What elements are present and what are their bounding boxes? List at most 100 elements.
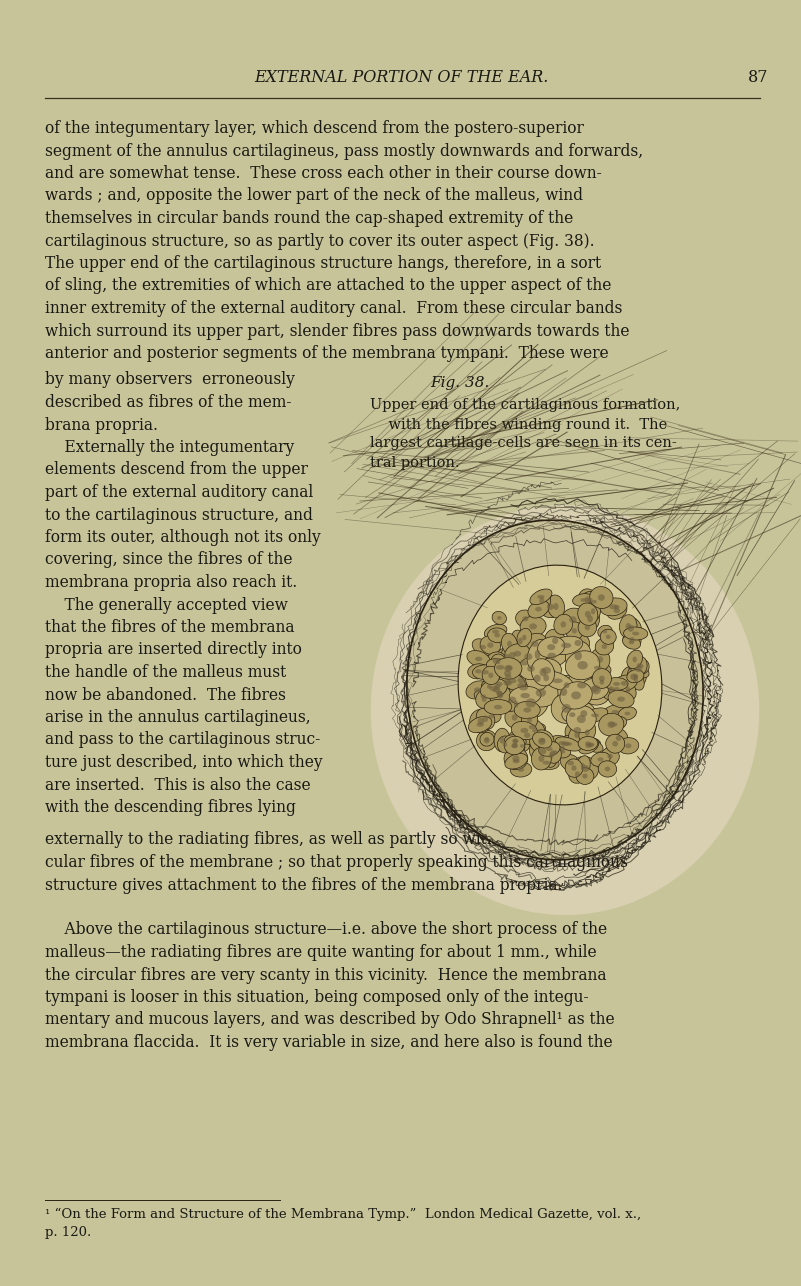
- Ellipse shape: [587, 598, 593, 603]
- Ellipse shape: [594, 674, 610, 691]
- Ellipse shape: [544, 743, 558, 768]
- Ellipse shape: [598, 757, 603, 761]
- Ellipse shape: [574, 640, 582, 646]
- Ellipse shape: [504, 747, 528, 769]
- Ellipse shape: [499, 688, 525, 711]
- Ellipse shape: [606, 734, 625, 754]
- Ellipse shape: [504, 665, 513, 671]
- Ellipse shape: [491, 655, 505, 670]
- Ellipse shape: [591, 752, 610, 766]
- Ellipse shape: [627, 651, 642, 669]
- Ellipse shape: [480, 635, 501, 655]
- Ellipse shape: [575, 756, 590, 777]
- Ellipse shape: [477, 730, 497, 751]
- Text: with the fibres winding round it.  The: with the fibres winding round it. The: [370, 418, 667, 432]
- Ellipse shape: [514, 701, 540, 719]
- Ellipse shape: [566, 674, 598, 697]
- Ellipse shape: [473, 665, 497, 679]
- Ellipse shape: [623, 628, 648, 640]
- Ellipse shape: [581, 675, 612, 705]
- Ellipse shape: [560, 682, 592, 709]
- Text: tral portion.: tral portion.: [370, 455, 460, 469]
- Ellipse shape: [574, 652, 582, 660]
- Ellipse shape: [582, 738, 601, 752]
- Ellipse shape: [608, 691, 634, 707]
- Ellipse shape: [610, 729, 628, 747]
- Text: are inserted.  This is also the case: are inserted. This is also the case: [45, 777, 311, 793]
- Text: ture just described, into which they: ture just described, into which they: [45, 754, 323, 772]
- Text: described as fibres of the mem-: described as fibres of the mem-: [45, 394, 292, 412]
- Ellipse shape: [485, 624, 507, 639]
- Ellipse shape: [512, 743, 517, 748]
- Ellipse shape: [538, 595, 562, 617]
- Text: p. 120.: p. 120.: [45, 1226, 91, 1238]
- Ellipse shape: [622, 635, 641, 649]
- Ellipse shape: [472, 639, 493, 656]
- Ellipse shape: [601, 679, 622, 700]
- Ellipse shape: [521, 718, 545, 737]
- Ellipse shape: [608, 687, 614, 693]
- Ellipse shape: [581, 592, 599, 608]
- Text: covering, since the fibres of the: covering, since the fibres of the: [45, 552, 292, 568]
- Ellipse shape: [523, 707, 531, 712]
- Ellipse shape: [566, 642, 591, 670]
- Ellipse shape: [542, 667, 551, 674]
- Ellipse shape: [621, 617, 642, 639]
- Text: externally to the radiating fibres, as well as partly so with the cir-: externally to the radiating fibres, as w…: [45, 832, 557, 849]
- Ellipse shape: [496, 682, 503, 687]
- Ellipse shape: [579, 723, 596, 743]
- Ellipse shape: [537, 595, 545, 599]
- Ellipse shape: [574, 732, 579, 738]
- Ellipse shape: [577, 682, 586, 688]
- Ellipse shape: [580, 710, 587, 718]
- Ellipse shape: [545, 743, 562, 764]
- Ellipse shape: [630, 637, 635, 642]
- Ellipse shape: [508, 676, 534, 694]
- Ellipse shape: [481, 697, 487, 702]
- Ellipse shape: [529, 589, 552, 604]
- Ellipse shape: [525, 698, 536, 707]
- Ellipse shape: [600, 598, 627, 616]
- Text: part of the external auditory canal: part of the external auditory canal: [45, 484, 313, 502]
- Ellipse shape: [582, 774, 588, 778]
- Text: tympani is looser in this situation, being composed only of the integu-: tympani is looser in this situation, bei…: [45, 989, 589, 1006]
- Ellipse shape: [629, 662, 649, 678]
- Text: of the integumentary layer, which descend from the postero-superior: of the integumentary layer, which descen…: [45, 120, 584, 138]
- Ellipse shape: [524, 653, 533, 660]
- Ellipse shape: [510, 763, 532, 777]
- Ellipse shape: [506, 680, 512, 685]
- Ellipse shape: [525, 666, 549, 691]
- Ellipse shape: [483, 715, 488, 721]
- Ellipse shape: [614, 608, 620, 613]
- Ellipse shape: [531, 658, 554, 685]
- Ellipse shape: [581, 607, 600, 630]
- Ellipse shape: [531, 640, 538, 647]
- Ellipse shape: [623, 631, 641, 648]
- Ellipse shape: [581, 763, 585, 769]
- Ellipse shape: [407, 520, 703, 860]
- Ellipse shape: [578, 661, 588, 670]
- Ellipse shape: [551, 679, 576, 705]
- Ellipse shape: [479, 646, 486, 649]
- Ellipse shape: [598, 714, 624, 736]
- Ellipse shape: [598, 656, 603, 662]
- Ellipse shape: [515, 739, 529, 752]
- Ellipse shape: [469, 716, 492, 733]
- Ellipse shape: [474, 687, 481, 692]
- Ellipse shape: [585, 660, 611, 675]
- Ellipse shape: [516, 610, 535, 628]
- Ellipse shape: [535, 607, 541, 612]
- Ellipse shape: [498, 660, 521, 676]
- Ellipse shape: [585, 611, 591, 617]
- Ellipse shape: [505, 644, 530, 664]
- Ellipse shape: [549, 752, 553, 759]
- Ellipse shape: [566, 706, 596, 733]
- Text: Externally the integumentary: Externally the integumentary: [45, 439, 294, 457]
- Ellipse shape: [497, 616, 501, 620]
- Ellipse shape: [476, 691, 493, 709]
- Ellipse shape: [494, 633, 500, 638]
- Ellipse shape: [560, 688, 567, 696]
- Ellipse shape: [557, 675, 577, 696]
- Ellipse shape: [494, 657, 522, 679]
- Text: form its outer, although not its only: form its outer, although not its only: [45, 529, 320, 547]
